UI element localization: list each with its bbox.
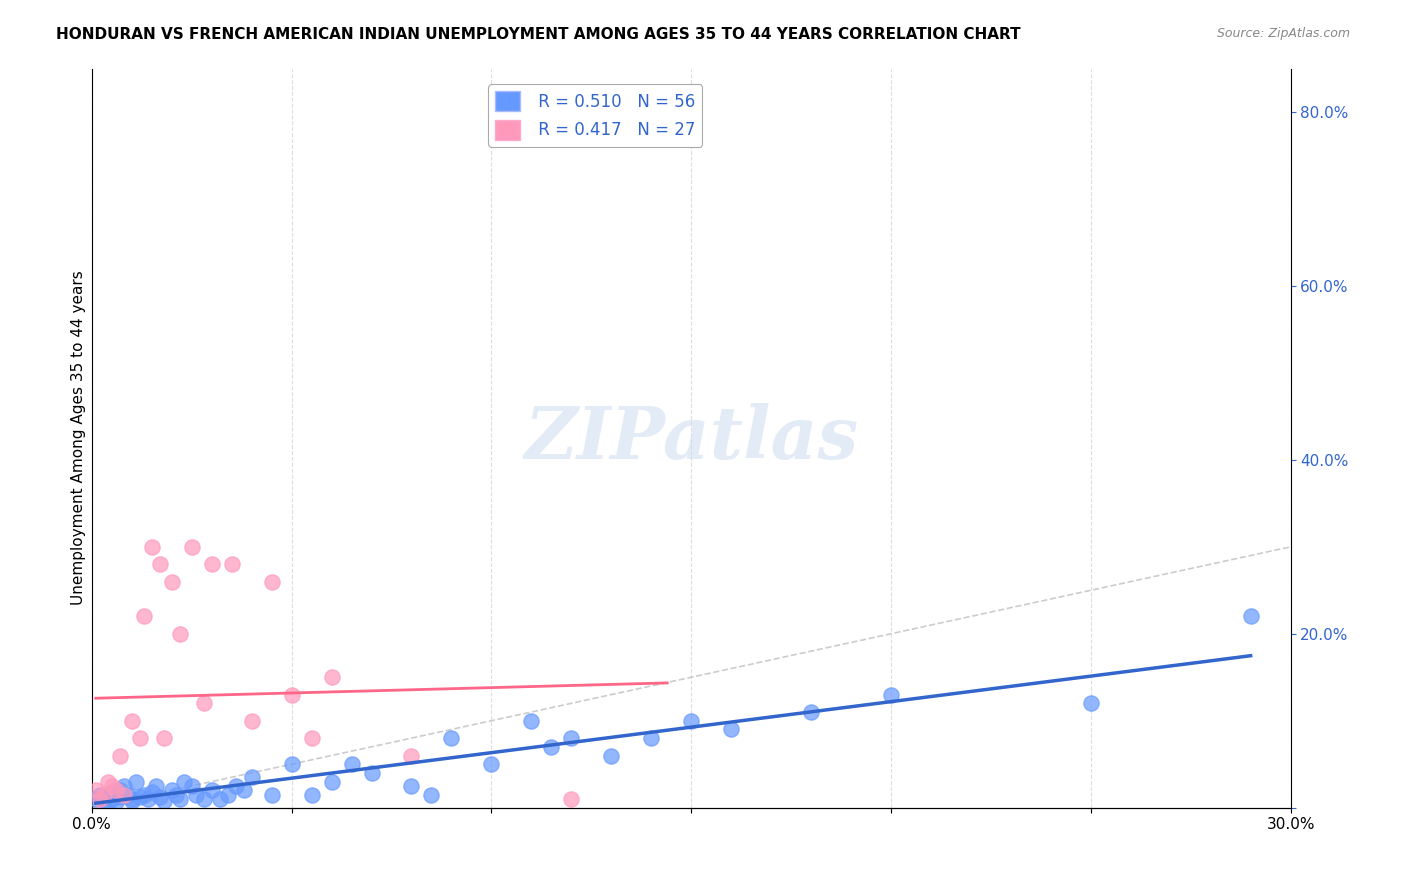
Point <box>93 788 115 802</box>
Point <box>100 779 122 793</box>
Point <box>217 788 239 802</box>
Point <box>104 783 127 797</box>
Point <box>121 714 143 728</box>
Point <box>97 797 120 811</box>
Point <box>104 795 127 809</box>
Point <box>193 792 215 806</box>
Point <box>280 688 302 702</box>
Point <box>84 792 107 806</box>
Point <box>401 748 423 763</box>
Point <box>321 774 343 789</box>
Point <box>112 779 135 793</box>
Point <box>169 626 191 640</box>
Point <box>880 688 903 702</box>
Point <box>136 792 159 806</box>
Point <box>260 574 283 589</box>
Point <box>301 788 323 802</box>
Point <box>173 774 195 789</box>
Point <box>479 757 502 772</box>
Text: Source: ZipAtlas.com: Source: ZipAtlas.com <box>1216 27 1350 40</box>
Point <box>800 705 823 719</box>
Point <box>108 790 131 805</box>
Point <box>260 788 283 802</box>
Point <box>208 792 231 806</box>
Point <box>141 785 163 799</box>
Point <box>128 790 150 805</box>
Text: ZIPatlas: ZIPatlas <box>524 402 858 474</box>
Point <box>540 739 562 754</box>
Point <box>121 792 143 806</box>
Point <box>193 696 215 710</box>
Point <box>117 788 139 802</box>
Point <box>1240 609 1263 624</box>
Point <box>180 779 202 793</box>
Point <box>152 731 174 745</box>
Point <box>100 785 122 799</box>
Point <box>240 770 263 784</box>
Point <box>184 788 207 802</box>
Point <box>240 714 263 728</box>
Point <box>141 540 163 554</box>
Point <box>169 792 191 806</box>
Point <box>160 574 183 589</box>
Point <box>225 779 247 793</box>
Point <box>600 748 623 763</box>
Point <box>321 670 343 684</box>
Point <box>340 757 363 772</box>
Point <box>201 783 224 797</box>
Point <box>112 788 135 802</box>
Point <box>93 790 115 805</box>
Text: HONDURAN VS FRENCH AMERICAN INDIAN UNEMPLOYMENT AMONG AGES 35 TO 44 YEARS CORREL: HONDURAN VS FRENCH AMERICAN INDIAN UNEMP… <box>56 27 1021 42</box>
Point <box>93 794 115 808</box>
Point <box>97 774 120 789</box>
Point <box>149 558 172 572</box>
Point <box>89 788 111 802</box>
Point <box>132 609 155 624</box>
Point <box>401 779 423 793</box>
Point <box>420 788 443 802</box>
Point <box>360 765 382 780</box>
Point <box>640 731 662 745</box>
Point <box>84 783 107 797</box>
Point <box>108 748 131 763</box>
Point <box>301 731 323 745</box>
Point <box>121 794 143 808</box>
Point <box>165 788 187 802</box>
Point <box>440 731 463 745</box>
Point <box>125 774 148 789</box>
Point <box>681 714 703 728</box>
Point <box>221 558 243 572</box>
Point <box>128 731 150 745</box>
Point <box>89 792 111 806</box>
Point <box>1080 696 1102 710</box>
Y-axis label: Unemployment Among Ages 35 to 44 years: Unemployment Among Ages 35 to 44 years <box>72 271 86 606</box>
Point <box>152 794 174 808</box>
Point <box>160 783 183 797</box>
Point <box>720 723 742 737</box>
Point <box>560 792 582 806</box>
Point <box>280 757 302 772</box>
Point <box>232 783 254 797</box>
Point <box>145 779 167 793</box>
Point <box>108 783 131 797</box>
Point <box>100 792 122 806</box>
Legend:  R = 0.510   N = 56,  R = 0.417   N = 27: R = 0.510 N = 56, R = 0.417 N = 27 <box>488 84 703 146</box>
Point <box>149 790 172 805</box>
Point <box>180 540 202 554</box>
Point <box>132 788 155 802</box>
Point <box>201 558 224 572</box>
Point <box>560 731 582 745</box>
Point <box>520 714 543 728</box>
